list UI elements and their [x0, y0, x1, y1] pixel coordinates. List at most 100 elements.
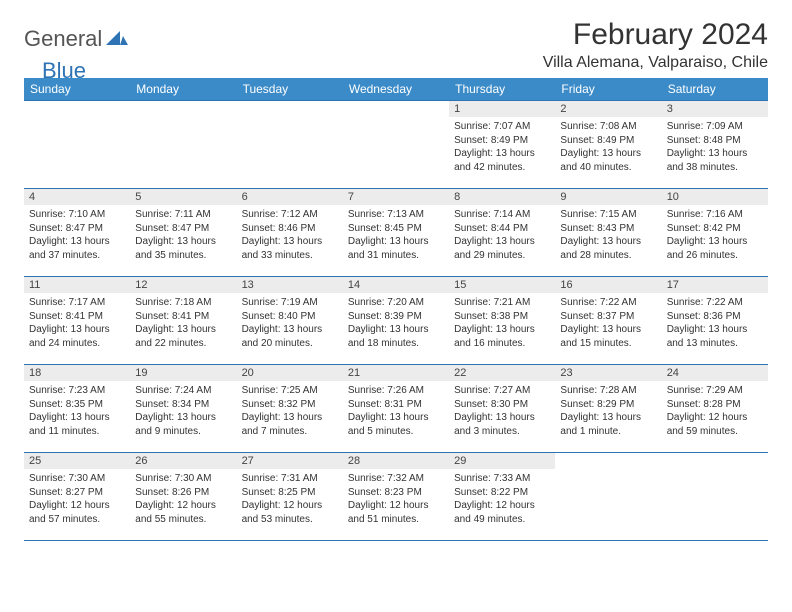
- calendar-cell: 4Sunrise: 7:10 AMSunset: 8:47 PMDaylight…: [24, 189, 130, 277]
- calendar-cell: 15Sunrise: 7:21 AMSunset: 8:38 PMDayligh…: [449, 277, 555, 365]
- calendar-row: 4Sunrise: 7:10 AMSunset: 8:47 PMDaylight…: [24, 189, 768, 277]
- day-data: Sunrise: 7:18 AMSunset: 8:41 PMDaylight:…: [130, 293, 236, 354]
- day-number: 26: [130, 453, 236, 469]
- day-header: Wednesday: [343, 78, 449, 101]
- day-number: 13: [237, 277, 343, 293]
- location: Villa Alemana, Valparaiso, Chile: [543, 54, 768, 72]
- day-number: 27: [237, 453, 343, 469]
- day-data: Sunrise: 7:13 AMSunset: 8:45 PMDaylight:…: [343, 205, 449, 266]
- day-data: Sunrise: 7:25 AMSunset: 8:32 PMDaylight:…: [237, 381, 343, 442]
- day-number: 2: [555, 101, 661, 117]
- day-data: Sunrise: 7:32 AMSunset: 8:23 PMDaylight:…: [343, 469, 449, 530]
- day-number: 12: [130, 277, 236, 293]
- day-data: Sunrise: 7:10 AMSunset: 8:47 PMDaylight:…: [24, 205, 130, 266]
- day-header: Monday: [130, 78, 236, 101]
- calendar-row: 18Sunrise: 7:23 AMSunset: 8:35 PMDayligh…: [24, 365, 768, 453]
- day-header: Friday: [555, 78, 661, 101]
- month-title: February 2024: [543, 18, 768, 52]
- day-data: Sunrise: 7:26 AMSunset: 8:31 PMDaylight:…: [343, 381, 449, 442]
- calendar-cell: 27Sunrise: 7:31 AMSunset: 8:25 PMDayligh…: [237, 453, 343, 541]
- day-data: Sunrise: 7:22 AMSunset: 8:37 PMDaylight:…: [555, 293, 661, 354]
- logo-text-blue: Blue: [42, 58, 86, 84]
- logo-mark-icon: [106, 29, 128, 50]
- calendar-cell: 11Sunrise: 7:17 AMSunset: 8:41 PMDayligh…: [24, 277, 130, 365]
- day-number: 7: [343, 189, 449, 205]
- day-data: Sunrise: 7:27 AMSunset: 8:30 PMDaylight:…: [449, 381, 555, 442]
- day-number: 17: [662, 277, 768, 293]
- day-data: Sunrise: 7:12 AMSunset: 8:46 PMDaylight:…: [237, 205, 343, 266]
- calendar-row: 25Sunrise: 7:30 AMSunset: 8:27 PMDayligh…: [24, 453, 768, 541]
- logo-text-general: General: [24, 26, 102, 52]
- calendar-cell: 22Sunrise: 7:27 AMSunset: 8:30 PMDayligh…: [449, 365, 555, 453]
- calendar-cell: 5Sunrise: 7:11 AMSunset: 8:47 PMDaylight…: [130, 189, 236, 277]
- calendar-cell: 6Sunrise: 7:12 AMSunset: 8:46 PMDaylight…: [237, 189, 343, 277]
- day-number: 6: [237, 189, 343, 205]
- calendar-cell: 20Sunrise: 7:25 AMSunset: 8:32 PMDayligh…: [237, 365, 343, 453]
- day-number: 28: [343, 453, 449, 469]
- day-data: Sunrise: 7:22 AMSunset: 8:36 PMDaylight:…: [662, 293, 768, 354]
- calendar-cell: 25Sunrise: 7:30 AMSunset: 8:27 PMDayligh…: [24, 453, 130, 541]
- calendar-cell: 29Sunrise: 7:33 AMSunset: 8:22 PMDayligh…: [449, 453, 555, 541]
- calendar-cell: [130, 101, 236, 189]
- day-data: Sunrise: 7:11 AMSunset: 8:47 PMDaylight:…: [130, 205, 236, 266]
- calendar-cell: 18Sunrise: 7:23 AMSunset: 8:35 PMDayligh…: [24, 365, 130, 453]
- day-number: 4: [24, 189, 130, 205]
- calendar-cell: 13Sunrise: 7:19 AMSunset: 8:40 PMDayligh…: [237, 277, 343, 365]
- day-number: 1: [449, 101, 555, 117]
- day-header: Saturday: [662, 78, 768, 101]
- calendar-cell: [662, 453, 768, 541]
- day-data: Sunrise: 7:09 AMSunset: 8:48 PMDaylight:…: [662, 117, 768, 178]
- day-data: Sunrise: 7:33 AMSunset: 8:22 PMDaylight:…: [449, 469, 555, 530]
- calendar-cell: 8Sunrise: 7:14 AMSunset: 8:44 PMDaylight…: [449, 189, 555, 277]
- calendar-row: 1Sunrise: 7:07 AMSunset: 8:49 PMDaylight…: [24, 101, 768, 189]
- day-data: Sunrise: 7:21 AMSunset: 8:38 PMDaylight:…: [449, 293, 555, 354]
- day-header: Tuesday: [237, 78, 343, 101]
- calendar-cell: 26Sunrise: 7:30 AMSunset: 8:26 PMDayligh…: [130, 453, 236, 541]
- day-data: Sunrise: 7:16 AMSunset: 8:42 PMDaylight:…: [662, 205, 768, 266]
- day-number: 5: [130, 189, 236, 205]
- calendar-head: SundayMondayTuesdayWednesdayThursdayFrid…: [24, 78, 768, 101]
- calendar-cell: 10Sunrise: 7:16 AMSunset: 8:42 PMDayligh…: [662, 189, 768, 277]
- calendar-cell: 7Sunrise: 7:13 AMSunset: 8:45 PMDaylight…: [343, 189, 449, 277]
- day-data: Sunrise: 7:07 AMSunset: 8:49 PMDaylight:…: [449, 117, 555, 178]
- calendar-cell: 3Sunrise: 7:09 AMSunset: 8:48 PMDaylight…: [662, 101, 768, 189]
- day-data: Sunrise: 7:19 AMSunset: 8:40 PMDaylight:…: [237, 293, 343, 354]
- day-number: 16: [555, 277, 661, 293]
- title-block: February 2024 Villa Alemana, Valparaiso,…: [543, 18, 768, 72]
- day-number: 22: [449, 365, 555, 381]
- calendar-row: 11Sunrise: 7:17 AMSunset: 8:41 PMDayligh…: [24, 277, 768, 365]
- day-number: 23: [555, 365, 661, 381]
- calendar-cell: 19Sunrise: 7:24 AMSunset: 8:34 PMDayligh…: [130, 365, 236, 453]
- calendar-cell: 9Sunrise: 7:15 AMSunset: 8:43 PMDaylight…: [555, 189, 661, 277]
- calendar-cell: [555, 453, 661, 541]
- calendar-cell: [237, 101, 343, 189]
- day-data: Sunrise: 7:29 AMSunset: 8:28 PMDaylight:…: [662, 381, 768, 442]
- logo: General: [24, 18, 130, 52]
- day-number: 20: [237, 365, 343, 381]
- day-number: 14: [343, 277, 449, 293]
- day-number: 24: [662, 365, 768, 381]
- calendar-cell: 21Sunrise: 7:26 AMSunset: 8:31 PMDayligh…: [343, 365, 449, 453]
- day-number: 10: [662, 189, 768, 205]
- day-number: 25: [24, 453, 130, 469]
- day-data: Sunrise: 7:14 AMSunset: 8:44 PMDaylight:…: [449, 205, 555, 266]
- day-data: Sunrise: 7:30 AMSunset: 8:26 PMDaylight:…: [130, 469, 236, 530]
- calendar-cell: 16Sunrise: 7:22 AMSunset: 8:37 PMDayligh…: [555, 277, 661, 365]
- header: General February 2024 Villa Alemana, Val…: [24, 18, 768, 72]
- day-number: 11: [24, 277, 130, 293]
- day-data: Sunrise: 7:31 AMSunset: 8:25 PMDaylight:…: [237, 469, 343, 530]
- day-data: Sunrise: 7:20 AMSunset: 8:39 PMDaylight:…: [343, 293, 449, 354]
- calendar-cell: [343, 101, 449, 189]
- day-data: Sunrise: 7:17 AMSunset: 8:41 PMDaylight:…: [24, 293, 130, 354]
- calendar-cell: 17Sunrise: 7:22 AMSunset: 8:36 PMDayligh…: [662, 277, 768, 365]
- day-data: Sunrise: 7:08 AMSunset: 8:49 PMDaylight:…: [555, 117, 661, 178]
- calendar-cell: 28Sunrise: 7:32 AMSunset: 8:23 PMDayligh…: [343, 453, 449, 541]
- day-number: 29: [449, 453, 555, 469]
- calendar-cell: [24, 101, 130, 189]
- day-number: 19: [130, 365, 236, 381]
- day-number: 21: [343, 365, 449, 381]
- day-data: Sunrise: 7:30 AMSunset: 8:27 PMDaylight:…: [24, 469, 130, 530]
- day-data: Sunrise: 7:28 AMSunset: 8:29 PMDaylight:…: [555, 381, 661, 442]
- calendar-cell: 12Sunrise: 7:18 AMSunset: 8:41 PMDayligh…: [130, 277, 236, 365]
- calendar-cell: 2Sunrise: 7:08 AMSunset: 8:49 PMDaylight…: [555, 101, 661, 189]
